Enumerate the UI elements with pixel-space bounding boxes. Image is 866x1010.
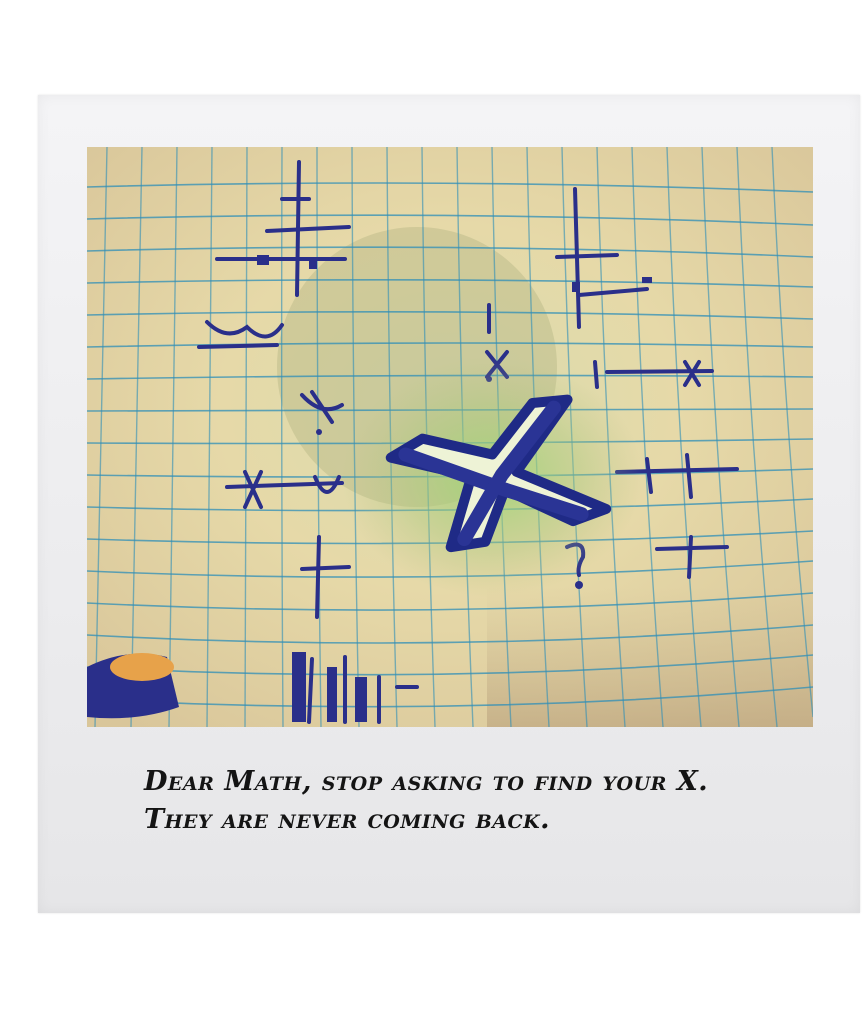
math-grid-image (87, 147, 813, 727)
caption-line-1: Dear Math, stop asking to find your X. (144, 766, 709, 797)
polaroid-frame: Dear Math, stop asking to find your X. T… (38, 95, 860, 913)
caption-line-2: They are never coming back. (144, 804, 551, 835)
big-x-letter (385, 394, 612, 553)
photo (87, 147, 813, 727)
caption: Dear Math, stop asking to find your X. T… (144, 763, 824, 839)
corner-object (87, 653, 179, 719)
